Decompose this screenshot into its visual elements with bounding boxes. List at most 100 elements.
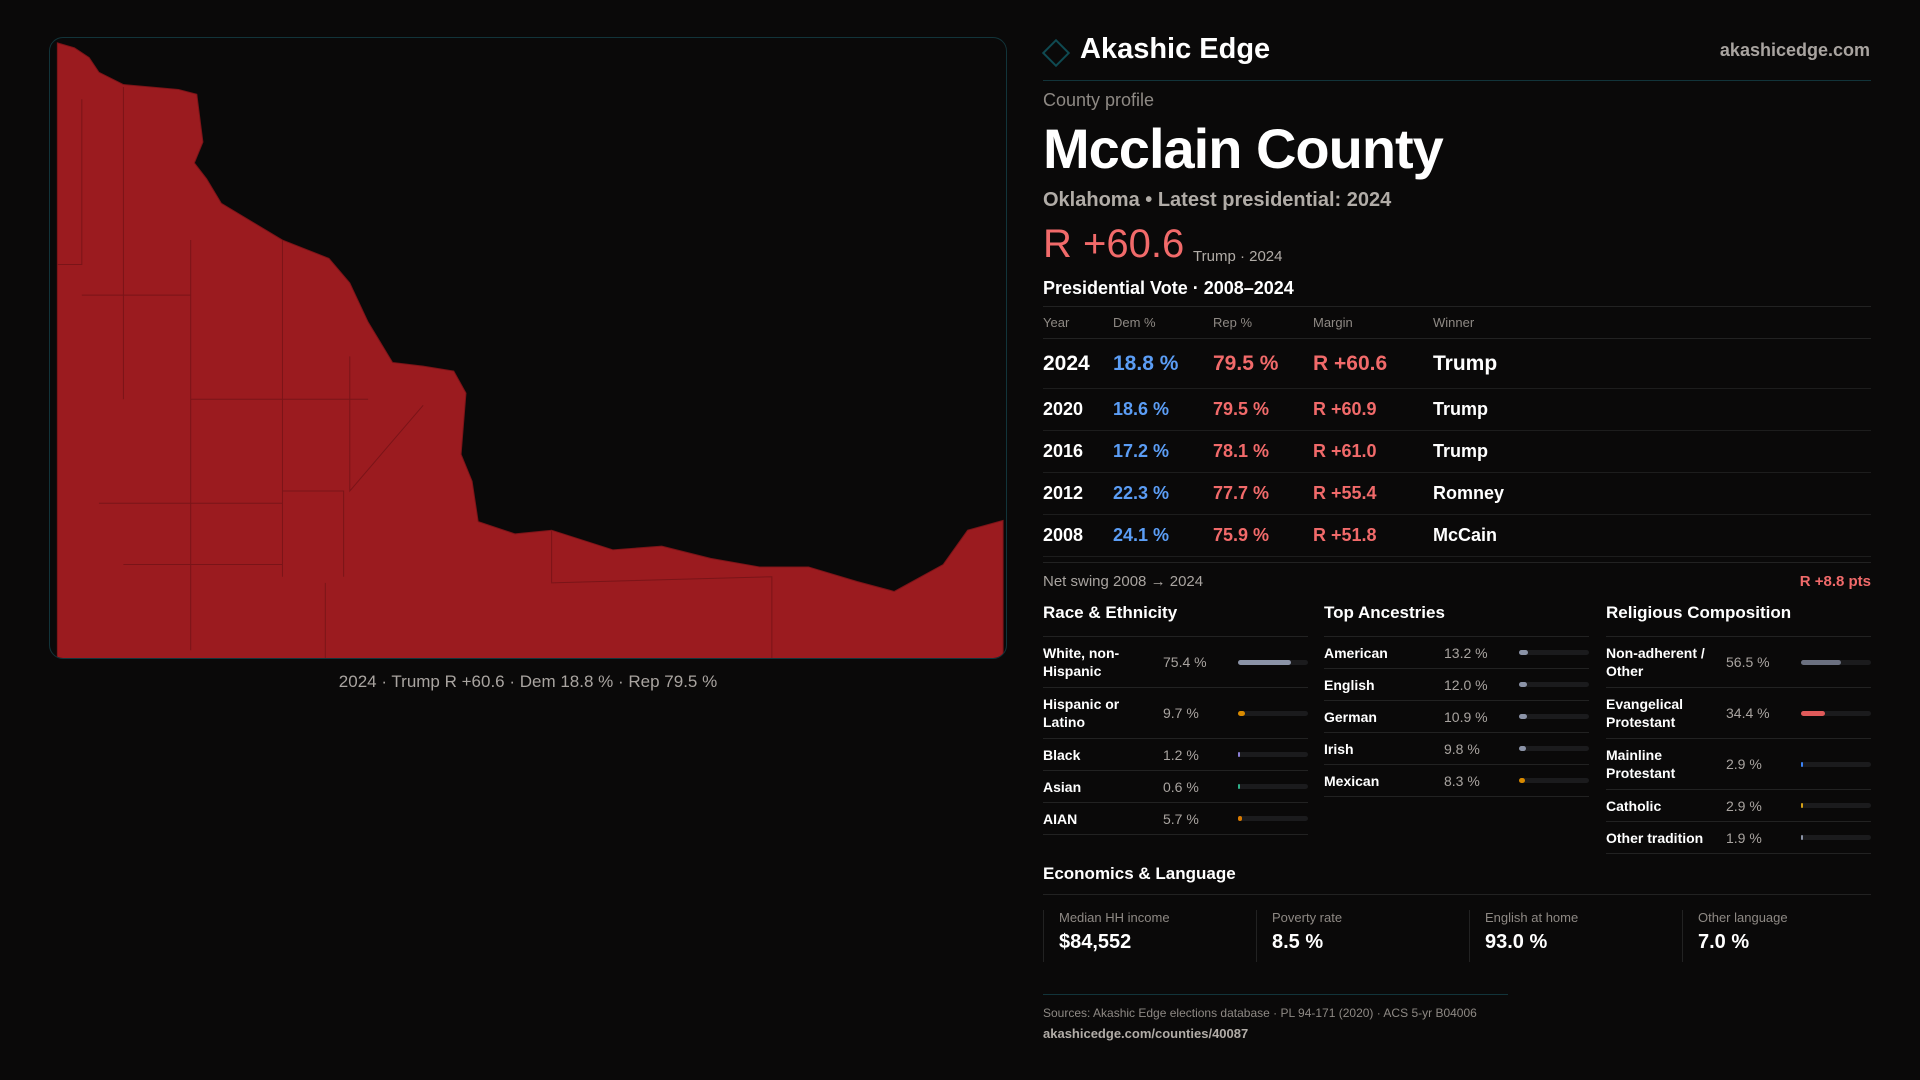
item-bar	[1519, 746, 1589, 751]
list-item: Non-adherent / Other 56.5 %	[1606, 637, 1871, 688]
list-item: AIAN 5.7 %	[1043, 803, 1308, 835]
county-map-shape	[56, 42, 1004, 658]
section-title: Top Ancestries	[1324, 603, 1589, 637]
item-label: Black	[1043, 746, 1081, 763]
item-value: 10.9 %	[1444, 708, 1488, 725]
col-year: Year	[1043, 306, 1113, 339]
item-bar-fill	[1801, 659, 1841, 665]
stat-value: 93.0 %	[1485, 931, 1548, 953]
list-item: Hispanic or Latino 9.7 %	[1043, 688, 1308, 739]
winner-cell: Trump	[1433, 430, 1871, 473]
site-link[interactable]: akashicedge.com	[1719, 40, 1870, 60]
footer-divider	[1043, 994, 1508, 995]
item-bar	[1801, 761, 1871, 767]
item-bar	[1238, 659, 1308, 665]
item-value: 2.9 %	[1726, 756, 1762, 772]
list-item: Evangelical Protestant 34.4 %	[1606, 688, 1871, 739]
item-label: Hispanic or Latino	[1043, 696, 1120, 730]
table-row: 2024 18.8 % 79.5 % R +60.6 Trump	[1043, 338, 1871, 389]
item-label: English	[1324, 676, 1375, 693]
item-value: 56.5 %	[1726, 654, 1770, 670]
item-bar	[1801, 835, 1871, 840]
item-bar	[1519, 714, 1589, 719]
item-label: Evangelical Protestant	[1606, 696, 1684, 730]
item-value: 2.9 %	[1726, 797, 1762, 814]
religion-section: Religious Composition Non-adherent / Othe…	[1606, 603, 1871, 854]
page-title: Mcclain County	[1043, 117, 1444, 180]
item-bar	[1238, 784, 1308, 789]
item-bar-fill	[1519, 714, 1527, 719]
item-label: American	[1324, 644, 1388, 661]
list-item: Other tradition 1.9 %	[1606, 822, 1871, 854]
table-row: 2012 22.3 % 77.7 % R +55.4 Romney	[1043, 472, 1871, 515]
col-winner: Winner	[1433, 306, 1871, 339]
item-bar	[1519, 778, 1589, 783]
item-bar	[1519, 650, 1589, 655]
item-bar-fill	[1238, 816, 1242, 821]
item-label: German	[1324, 708, 1377, 725]
stat-label: English at home	[1485, 910, 1579, 925]
item-bar	[1801, 710, 1871, 716]
margin-cell: R +55.4	[1313, 472, 1433, 515]
rep-pct-cell: 75.9 %	[1213, 514, 1313, 557]
rep-pct-cell: 78.1 %	[1213, 430, 1313, 473]
winner-cell: Trump	[1433, 338, 1871, 389]
margin-cell: R +51.8	[1313, 514, 1433, 557]
item-label: Catholic	[1606, 797, 1662, 814]
headline-note: Trump · 2024	[1193, 248, 1283, 265]
item-value: 9.7 %	[1163, 705, 1199, 721]
winner-cell: McCain	[1433, 514, 1871, 557]
list-item: German 10.9 %	[1324, 701, 1589, 733]
item-value: 5.7 %	[1163, 810, 1199, 827]
margin-cell: R +60.9	[1313, 388, 1433, 431]
item-bar-fill	[1238, 752, 1240, 757]
ancestry-section: Top Ancestries American 13.2 % English 12.0 …	[1324, 603, 1589, 797]
year-cell: 2016	[1043, 430, 1113, 473]
stat-label: Other language	[1698, 910, 1788, 925]
sources-text: Sources: Akashic Edge elections database…	[1043, 1006, 1477, 1020]
winner-cell: Trump	[1433, 388, 1871, 431]
section-title: Religious Composition	[1606, 603, 1871, 637]
item-bar	[1238, 752, 1308, 757]
dem-pct-cell: 18.8 %	[1113, 338, 1213, 389]
year-cell: 2012	[1043, 472, 1113, 515]
item-bar-fill	[1238, 659, 1291, 665]
list-item: English 12.0 %	[1324, 669, 1589, 701]
list-item: Catholic 2.9 %	[1606, 790, 1871, 822]
stat-card: Other language 7.0 %	[1682, 910, 1895, 962]
item-value: 12.0 %	[1444, 676, 1488, 693]
item-bar-fill	[1519, 746, 1526, 751]
item-label: Irish	[1324, 740, 1354, 757]
stat-value: 8.5 %	[1272, 931, 1324, 953]
item-value: 8.3 %	[1444, 772, 1480, 789]
table-row: 2016 17.2 % 78.1 % R +61.0 Trump	[1043, 430, 1871, 473]
item-bar	[1238, 710, 1308, 716]
dem-pct-cell: 22.3 %	[1113, 472, 1213, 515]
item-bar-fill	[1801, 710, 1826, 716]
stat-card: Poverty rate 8.5 %	[1256, 910, 1469, 962]
list-item: Irish 9.8 %	[1324, 733, 1589, 765]
list-item: Black 1.2 %	[1043, 739, 1308, 771]
divider	[1043, 894, 1871, 895]
race-section: Race & Ethnicity White, non-Hispanic 75.4 …	[1043, 603, 1308, 835]
vote-table: Year Dem % Rep % Margin Winner 2024 18.8 …	[1043, 306, 1871, 557]
year-cell: 2020	[1043, 388, 1113, 431]
net-swing-label: Net swing 2008 → 2024	[1043, 573, 1204, 590]
item-bar	[1519, 682, 1589, 687]
item-value: 9.8 %	[1444, 740, 1480, 757]
county-map[interactable]	[49, 37, 1007, 659]
item-label: White, non-Hispanic	[1043, 645, 1120, 679]
item-label: Non-adherent / Other	[1606, 645, 1705, 679]
margin-cell: R +61.0	[1313, 430, 1433, 473]
rep-pct-cell: 77.7 %	[1213, 472, 1313, 515]
item-bar	[1801, 659, 1871, 665]
item-label: Asian	[1043, 778, 1082, 795]
list-item: Mexican 8.3 %	[1324, 765, 1589, 797]
year-cell: 2024	[1043, 338, 1113, 389]
item-value: 34.4 %	[1726, 705, 1770, 721]
item-value: 0.6 %	[1163, 778, 1199, 795]
county-precincts	[56, 42, 1004, 658]
vote-table-title: Presidential Vote · 2008–2024	[1043, 278, 1294, 298]
rep-pct-cell: 79.5 %	[1213, 338, 1313, 389]
county-url[interactable]: akashicedge.com/counties/40087	[1043, 1026, 1249, 1041]
